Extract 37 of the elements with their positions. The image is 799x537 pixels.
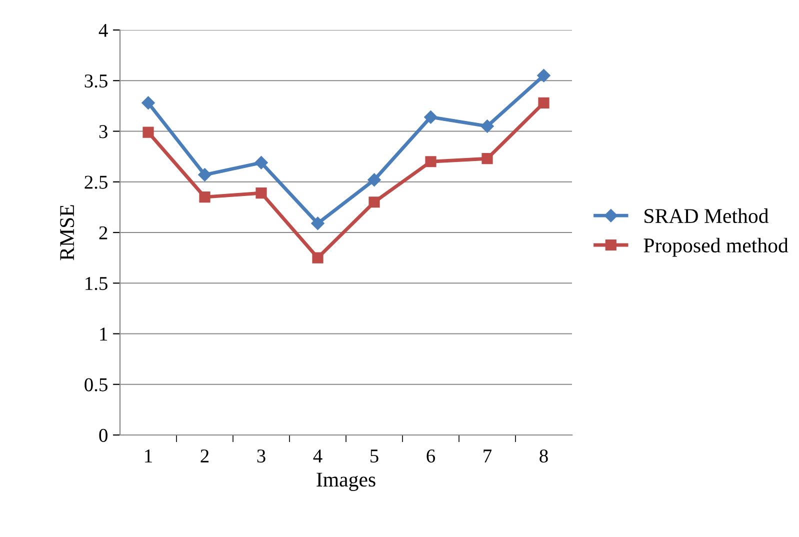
point xyxy=(256,187,267,199)
y-tick-label: 4 xyxy=(98,24,108,37)
legend-label: SRAD Method xyxy=(644,208,769,224)
point xyxy=(537,68,550,82)
point xyxy=(538,97,550,108)
legend-label: Proposed method xyxy=(644,238,788,257)
x-axis-title: Images xyxy=(316,472,376,491)
point xyxy=(425,156,436,168)
point xyxy=(311,216,324,230)
point xyxy=(482,153,493,164)
y-tick-label: 2.5 xyxy=(84,176,108,189)
x-tick-label: 8 xyxy=(540,449,548,463)
y-tick-label: 3.5 xyxy=(84,74,108,88)
x-tick-label: 7 xyxy=(484,450,492,462)
point xyxy=(368,173,381,186)
point xyxy=(480,120,494,133)
x-tick-label: 5 xyxy=(370,450,378,463)
y-tick-label: 2 xyxy=(99,226,108,240)
point xyxy=(312,252,324,264)
y-tick-label: 3 xyxy=(99,125,108,138)
point xyxy=(424,110,438,124)
y-tick-label: 1 xyxy=(100,328,108,340)
point xyxy=(199,192,210,203)
y-axis-title: RMSE xyxy=(60,205,74,260)
y-tick-label: 0 xyxy=(99,428,108,442)
x-tick-label: 1 xyxy=(145,450,152,462)
x-tick-label: 3 xyxy=(257,450,266,463)
point xyxy=(198,168,212,182)
point xyxy=(142,96,155,110)
x-tick-label: 2 xyxy=(200,450,209,462)
point xyxy=(254,156,268,170)
point xyxy=(368,196,380,208)
y-tick-label: 1.5 xyxy=(86,277,108,290)
x-tick-label: 6 xyxy=(426,450,436,463)
y-tick-label: 0.5 xyxy=(84,378,108,392)
point xyxy=(142,126,154,138)
x-tick-label: 4 xyxy=(313,450,322,462)
